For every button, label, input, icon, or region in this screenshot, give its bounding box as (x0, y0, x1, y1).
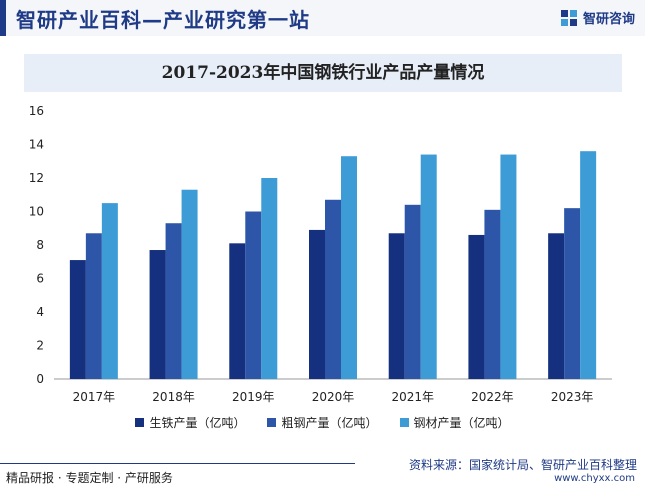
bar-pig-iron (149, 250, 166, 379)
legend-item: 钢材产量（亿吨） (399, 414, 510, 431)
bar-crude-steel (484, 209, 501, 379)
bar-crude-steel (325, 199, 341, 379)
bar-pig-iron (229, 243, 246, 379)
page-header: 智研产业百科—产业研究第一站 智研咨询 (0, 0, 645, 36)
y-tick-label: 2 (36, 339, 44, 353)
bar-pig-iron (388, 233, 405, 379)
chart-title-box: 2017-2023年中国钢铁行业产品产量情况 (24, 54, 622, 92)
bar-steel-products (420, 154, 437, 379)
bar-pig-iron (309, 229, 325, 379)
header-title: 智研产业百科—产业研究第一站 (16, 8, 310, 32)
legend-swatch (135, 418, 145, 427)
y-tick-label: 12 (29, 171, 44, 185)
bar-pig-iron (468, 234, 485, 379)
bar-steel-products (500, 154, 517, 379)
chart-legend: 生铁产量（亿吨） 粗钢产量（亿吨） 钢材产量（亿吨） (0, 414, 645, 431)
x-tick-label: 2022年 (471, 390, 514, 404)
y-tick-label: 6 (36, 272, 44, 286)
x-tick-label: 2021年 (391, 390, 434, 404)
bar-pig-iron (69, 260, 86, 379)
bar-crude-steel (404, 204, 421, 379)
y-tick-label: 4 (36, 305, 44, 319)
footer-services: 精品研报 · 专题定制 · 产研服务 (6, 471, 173, 485)
x-tick-label: 2020年 (312, 390, 355, 404)
legend-swatch (399, 418, 409, 427)
x-tick-label: 2018年 (152, 390, 195, 404)
bar-crude-steel (85, 233, 102, 379)
legend-label: 粗钢产量（亿吨） (281, 416, 378, 430)
legend-swatch (267, 418, 277, 427)
bar-steel-products (181, 189, 198, 379)
bar-steel-products (101, 203, 118, 379)
x-tick-label: 2023年 (551, 390, 594, 404)
y-tick-label: 16 (29, 104, 44, 118)
bar-steel-products (261, 178, 278, 379)
legend-item: 粗钢产量（亿吨） (267, 414, 378, 431)
y-tick-label: 10 (29, 205, 44, 219)
x-tick-label: 2017年 (73, 390, 116, 404)
header-accent-bar (0, 0, 6, 36)
y-tick-label: 14 (29, 138, 44, 152)
chart-title: 2017-2023年中国钢铁行业产品产量情况 (161, 63, 485, 83)
bar-steel-products (341, 156, 357, 379)
bar-crude-steel (245, 211, 262, 379)
y-tick-label: 8 (36, 238, 44, 252)
footer-divider (0, 463, 355, 464)
bar-pig-iron (548, 233, 565, 379)
bar-crude-steel (165, 223, 182, 379)
legend-item: 生铁产量（亿吨） (135, 414, 245, 431)
brand-name: 智研咨询 (582, 12, 635, 27)
footer-source: 资料来源：国家统计局、智研产业百科整理 (408, 458, 637, 472)
y-tick-label: 0 (36, 372, 44, 386)
legend-label: 钢材产量（亿吨） (413, 416, 510, 430)
bar-chart: 0 2 4 6 8 10 12 14 16 2017年 2018年 2019年 2020年 2021年 20… (29, 104, 612, 404)
bar-steel-products (580, 151, 597, 379)
x-tick-label: 2019年 (232, 390, 275, 404)
bar-crude-steel (564, 208, 581, 379)
footer-url[interactable]: www.chyxx.com (554, 473, 635, 484)
brand[interactable]: 智研咨询 (560, 8, 635, 27)
brand-logo-icon (560, 9, 577, 26)
legend-label: 生铁产量（亿吨） (149, 416, 246, 430)
